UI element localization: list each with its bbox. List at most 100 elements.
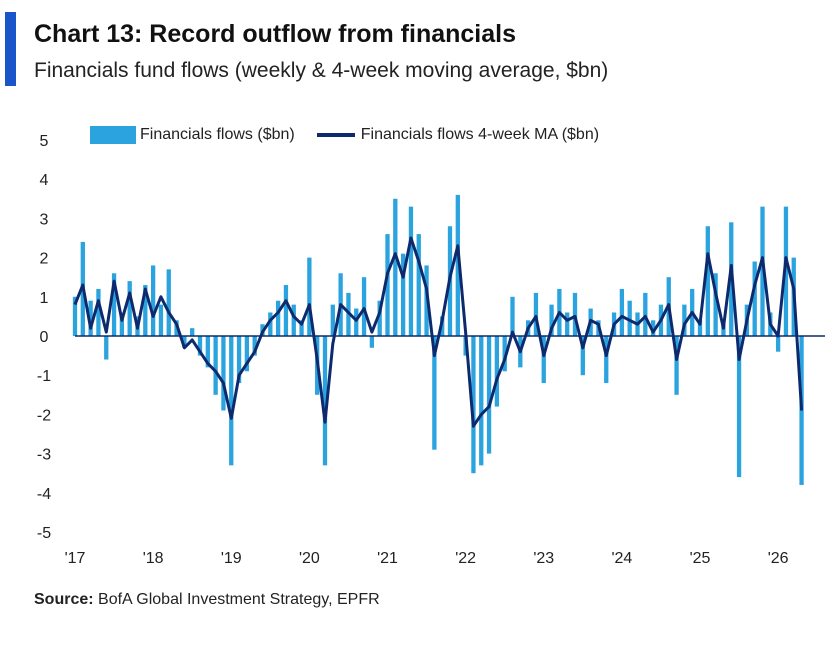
source-text: BofA Global Investment Strategy, EPFR [98, 591, 380, 608]
source-label: Source: [34, 591, 94, 608]
flow-bar [143, 285, 148, 336]
flow-bar [88, 300, 93, 336]
flow-bar [236, 336, 242, 384]
flow-bar [674, 336, 679, 395]
flow-bar [205, 336, 210, 368]
flow-bar [775, 336, 781, 352]
flow-bar [541, 336, 546, 384]
x-axis: '17 '18 '19 '20 '21 '22 '23 '24 '25 '26 [65, 550, 789, 567]
flow-bar [182, 336, 187, 348]
x-tick-label: '18 [143, 550, 164, 567]
flow-bar [721, 324, 726, 336]
flow-bar [643, 292, 648, 336]
flow-bar [291, 304, 296, 336]
x-tick-label: '19 [221, 550, 242, 567]
flow-bar [432, 336, 437, 450]
title-accent-bar [5, 12, 16, 86]
flow-bar [299, 320, 304, 336]
flow-bar [330, 304, 335, 336]
y-tick-label: 5 [40, 133, 49, 150]
source-note: Source: BofA Global Investment Strategy,… [34, 591, 380, 609]
flow-bar [377, 300, 382, 336]
flow-bar [221, 336, 226, 411]
flow-bar [760, 206, 765, 336]
legend-label-flows: Financials flows ($bn) [140, 126, 295, 143]
flow-bar [486, 336, 492, 454]
flow-bar [322, 336, 328, 466]
flow-bar [682, 304, 687, 336]
x-tick-label: '25 [690, 550, 711, 567]
x-tick-label: '26 [768, 550, 789, 567]
flow-bar [502, 336, 507, 372]
x-tick-label: '20 [299, 550, 320, 567]
x-tick-label: '17 [65, 550, 86, 567]
flow-bar [565, 312, 570, 336]
flow-bar [127, 281, 132, 336]
y-axis: 5 4 3 2 1 0 -1 -2 -3 -4 -5 [37, 133, 51, 542]
flow-bar [119, 312, 125, 336]
flow-bar [416, 234, 421, 336]
flow-bar [580, 336, 585, 376]
flow-bar [158, 304, 164, 336]
legend: Financials flows ($bn) Financials flows … [90, 126, 621, 144]
y-tick-label: 3 [40, 211, 49, 228]
flow-bar [455, 194, 460, 336]
flow-bar [533, 292, 539, 336]
y-tick-label: 2 [40, 251, 49, 268]
flow-bar [229, 336, 234, 466]
y-tick-label: 1 [40, 290, 49, 307]
flow-bar [713, 273, 718, 336]
flow-bar [307, 257, 312, 336]
flow-bar [150, 265, 156, 336]
flow-bar [268, 312, 273, 336]
legend-swatch-bars [90, 126, 136, 144]
flow-bar [166, 269, 171, 336]
x-tick-label: '24 [611, 550, 632, 567]
legend-swatch-line [316, 133, 355, 137]
flow-bar [619, 288, 625, 336]
flow-bar [479, 336, 484, 466]
x-tick-label: '22 [455, 550, 476, 567]
flow-bar [72, 296, 78, 336]
flow-bar [471, 336, 476, 474]
ma-line-series [73, 236, 804, 428]
y-tick-label: -5 [37, 525, 51, 542]
flow-bar [244, 336, 250, 372]
flow-bar [604, 336, 609, 384]
y-tick-label: 4 [40, 172, 49, 189]
legend-item-flows: Financials flows ($bn) [90, 126, 295, 144]
y-tick-label: 0 [40, 329, 49, 346]
flow-bar [494, 336, 500, 407]
chart-title: Chart 13: Record outflow from financials [34, 20, 517, 48]
flow-bar [385, 234, 390, 336]
flow-bar [627, 300, 632, 336]
y-tick-label: -2 [37, 407, 51, 424]
y-tick-label: -4 [37, 486, 51, 503]
x-tick-label: '21 [377, 550, 398, 567]
flow-bar [752, 261, 757, 336]
flow-bar [213, 336, 218, 395]
flow-bar [252, 336, 257, 356]
flow-bar [369, 336, 375, 348]
flow-bar [510, 296, 515, 336]
flow-bar [705, 226, 710, 336]
y-tick-label: -3 [37, 447, 51, 464]
flow-bar [354, 308, 359, 336]
flow-bar [393, 198, 398, 336]
flow-bar [650, 320, 656, 336]
flow-bar [190, 328, 195, 336]
flow-bar [408, 206, 414, 336]
flow-bar [275, 300, 281, 336]
flow-bar [197, 336, 203, 356]
legend-label-ma: Financials flows 4-week MA ($bn) [360, 126, 600, 143]
flow-bar [400, 253, 406, 336]
flow-bar [104, 336, 109, 360]
flow-bar [549, 304, 554, 336]
chart-subtitle: Financials fund flows (weekly & 4-week m… [34, 59, 609, 82]
flow-bar [283, 285, 289, 336]
flow-bar [736, 336, 742, 478]
x-tick-label: '23 [533, 550, 554, 567]
flow-bar [111, 273, 117, 336]
legend-item-ma: Financials flows 4-week MA ($bn) [316, 126, 600, 144]
